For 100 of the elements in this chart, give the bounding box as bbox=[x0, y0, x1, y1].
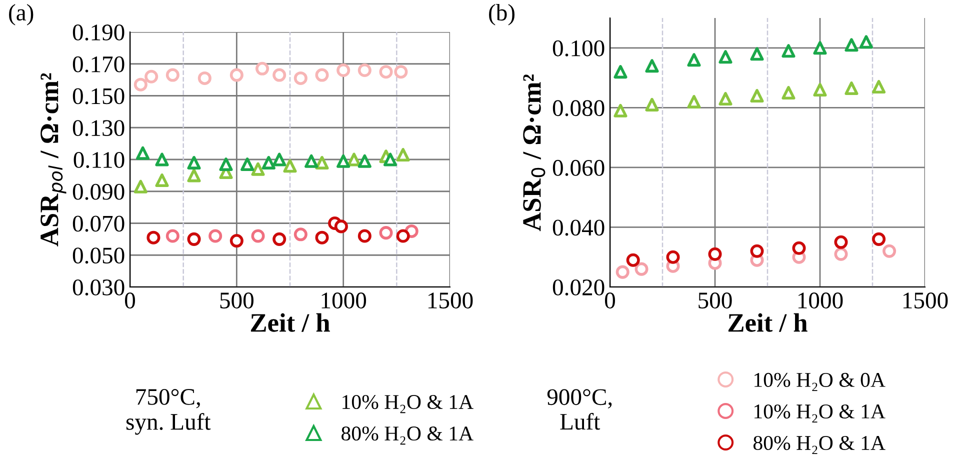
point bbox=[219, 158, 233, 172]
point bbox=[315, 230, 329, 244]
point bbox=[750, 47, 764, 61]
point bbox=[394, 65, 408, 79]
point bbox=[384, 152, 398, 166]
point bbox=[230, 68, 244, 82]
y-tick-label: 0.060 bbox=[552, 160, 604, 176]
y-tick-label: 0.080 bbox=[552, 100, 604, 116]
point bbox=[358, 154, 372, 168]
y-tick-label: 0.090 bbox=[72, 184, 124, 200]
point bbox=[358, 229, 372, 243]
point bbox=[882, 244, 896, 258]
point bbox=[379, 65, 393, 79]
point bbox=[187, 156, 201, 170]
point bbox=[396, 229, 410, 243]
point bbox=[626, 253, 640, 267]
point bbox=[872, 232, 886, 246]
legend-label: 10% H₂O & 1A bbox=[754, 404, 886, 423]
y-tick-label: 0.030 bbox=[72, 279, 124, 296]
point bbox=[294, 228, 308, 242]
x-tick-label: 500 bbox=[220, 292, 254, 308]
y-tick-label: 0.040 bbox=[552, 220, 604, 236]
point bbox=[272, 152, 286, 166]
point bbox=[256, 62, 270, 76]
point bbox=[616, 265, 630, 279]
point bbox=[750, 244, 764, 258]
point bbox=[251, 162, 265, 176]
point bbox=[262, 156, 276, 170]
y-tick-label: 0.150 bbox=[72, 88, 124, 104]
point bbox=[146, 230, 160, 244]
point bbox=[198, 71, 212, 85]
point bbox=[144, 70, 158, 84]
point bbox=[718, 92, 732, 106]
point bbox=[134, 180, 148, 194]
point bbox=[396, 148, 410, 162]
y-tick-label: 0.130 bbox=[72, 120, 124, 136]
point bbox=[251, 229, 265, 243]
point bbox=[347, 152, 361, 166]
y-tick-label: 0.110 bbox=[74, 152, 124, 168]
point bbox=[187, 232, 201, 246]
point bbox=[136, 146, 150, 160]
legend-label: 10% H₂O & 0A bbox=[754, 372, 886, 392]
point bbox=[155, 173, 169, 187]
point bbox=[634, 262, 648, 276]
point bbox=[166, 68, 180, 82]
point bbox=[708, 247, 722, 261]
point bbox=[782, 44, 796, 58]
point bbox=[379, 226, 393, 240]
point bbox=[166, 229, 180, 243]
point bbox=[844, 38, 858, 52]
point bbox=[240, 158, 254, 172]
chart-title: (a) bbox=[9, 4, 34, 26]
point bbox=[155, 152, 169, 166]
y-tick-label: 0.020 bbox=[552, 279, 604, 296]
x-tick-label: 1000 bbox=[322, 292, 366, 308]
point bbox=[336, 154, 350, 168]
x-tick-label: 0 bbox=[604, 292, 616, 308]
point bbox=[687, 94, 701, 108]
chart-title: (b) bbox=[489, 4, 514, 26]
y-tick-label: 0.100 bbox=[552, 40, 604, 56]
legend-label: 10% H₂O & 1A bbox=[342, 394, 474, 414]
point bbox=[782, 86, 796, 100]
x-axis-title: Zeit / h bbox=[728, 313, 808, 332]
point bbox=[813, 41, 827, 55]
point bbox=[208, 229, 222, 243]
y-tick-label: 0.070 bbox=[72, 216, 124, 232]
point bbox=[315, 68, 329, 82]
point bbox=[336, 63, 350, 78]
point bbox=[834, 247, 848, 261]
point bbox=[645, 98, 659, 112]
y-tick-label: 0.190 bbox=[72, 24, 124, 41]
y-tick-label: 0.170 bbox=[72, 56, 124, 72]
point bbox=[718, 50, 732, 64]
x-tick-label: 0 bbox=[124, 292, 136, 308]
x-tick-label: 1500 bbox=[903, 292, 948, 308]
point bbox=[134, 78, 148, 92]
x-axis-title: Zeit / h bbox=[250, 313, 330, 332]
x-tick-label: 1000 bbox=[798, 292, 843, 308]
point bbox=[859, 35, 873, 49]
y-axis-title: ASR$_{0}$ / Ω·cm² bbox=[523, 74, 546, 232]
point bbox=[614, 65, 628, 79]
point bbox=[813, 82, 827, 96]
text: 750°C, syn. Luft bbox=[126, 388, 211, 435]
point bbox=[687, 53, 701, 67]
legend-label: 80% H₂O & 1A bbox=[342, 426, 474, 445]
y-tick-label: 0.050 bbox=[72, 248, 124, 264]
point bbox=[666, 250, 680, 264]
point bbox=[294, 71, 308, 85]
x-tick-label: 500 bbox=[698, 292, 732, 308]
x-tick-label: 1500 bbox=[428, 292, 473, 308]
point bbox=[272, 68, 286, 82]
point bbox=[792, 241, 806, 255]
point bbox=[334, 220, 348, 234]
point bbox=[187, 168, 201, 182]
point bbox=[358, 63, 372, 78]
point bbox=[304, 154, 318, 168]
point bbox=[834, 235, 848, 249]
y-axis-title: ASR$_{pol}$ / Ω·cm² bbox=[40, 73, 66, 246]
point bbox=[283, 159, 297, 173]
text: 900°C, Luft bbox=[547, 389, 612, 430]
